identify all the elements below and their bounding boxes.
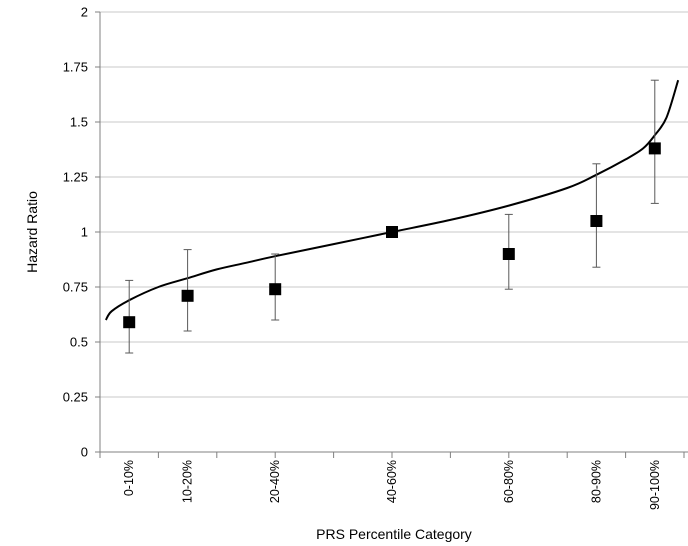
y-tick-label: 2 xyxy=(81,5,88,20)
y-tick-label: 0.75 xyxy=(63,280,88,295)
axes xyxy=(95,11,688,458)
data-markers xyxy=(123,142,661,329)
data-point-10-20% xyxy=(181,289,194,302)
y-tick-labels: 0 0.25 0.5 0.75 1 1.25 1.5 1.75 2 xyxy=(63,5,88,460)
data-point-90-100% xyxy=(648,142,661,155)
y-tick-label: 0.5 xyxy=(70,335,88,350)
curve-series xyxy=(104,79,680,321)
x-axis-title: PRS Percentile Category xyxy=(316,526,472,542)
x-tick-label: 0-10% xyxy=(122,460,136,496)
grid-lines xyxy=(100,11,688,398)
y-tick-label: 1.25 xyxy=(63,170,88,185)
error-bars xyxy=(125,79,659,354)
data-point-60-80% xyxy=(502,248,515,260)
x-tick-label: 80-90% xyxy=(589,460,603,503)
x-tick-labels: 0-10% 10-20% 20-40% 40-60% 60-80% 80-90% 90-10… xyxy=(122,460,662,510)
data-point-40-60% xyxy=(386,226,398,238)
x-tick-label: 90-100% xyxy=(648,460,662,510)
data-point-80-90% xyxy=(590,215,603,227)
y-tick-label: 1.5 xyxy=(70,115,88,130)
y-tick-label: 1.75 xyxy=(63,60,88,75)
x-tick-label: 20-40% xyxy=(268,460,282,503)
data-point-0-10% xyxy=(123,316,136,329)
curve-line xyxy=(104,79,680,321)
y-tick-label: 0.25 xyxy=(63,390,88,405)
data-point-20-40% xyxy=(269,283,282,296)
y-tick-label: 1 xyxy=(81,225,88,240)
x-tick-label: 10-20% xyxy=(181,460,195,503)
y-axis-title: Hazard Ratio xyxy=(24,191,40,273)
y-tick-label: 0 xyxy=(81,445,88,460)
x-tick-label: 40-60% xyxy=(385,460,399,503)
x-tick-label: 60-80% xyxy=(502,460,516,503)
